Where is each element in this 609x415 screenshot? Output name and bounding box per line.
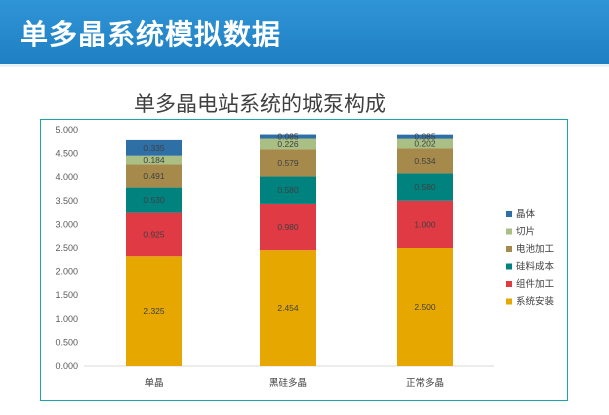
x-category-label: 单晶 xyxy=(144,377,163,389)
data-label: 0.579 xyxy=(277,158,299,168)
bar-segment xyxy=(260,149,316,177)
bar-segment xyxy=(126,139,182,156)
data-label: 0.580 xyxy=(277,185,299,195)
bar-segment xyxy=(126,212,182,257)
bar-segment xyxy=(126,164,182,188)
data-label: 1.000 xyxy=(414,219,436,229)
bar-segment xyxy=(260,134,316,139)
legend-swatch xyxy=(506,228,512,235)
bar-segment xyxy=(260,250,316,366)
data-label: 0.202 xyxy=(414,138,436,148)
bar-segment xyxy=(126,187,182,213)
legend-entry: 电池加工 xyxy=(516,243,555,255)
data-label: 0.226 xyxy=(277,139,299,149)
data-label: 0.491 xyxy=(143,171,165,181)
bar-segment xyxy=(397,248,453,366)
data-label: 2.454 xyxy=(277,303,299,313)
header-divider xyxy=(0,64,609,67)
bar-segment xyxy=(397,173,453,201)
y-tick-label: 4.000 xyxy=(55,172,78,182)
data-label: 0.184 xyxy=(143,155,165,165)
bar-segment xyxy=(260,203,316,251)
y-tick-label: 1.500 xyxy=(55,290,78,300)
legend-swatch xyxy=(506,281,512,287)
y-tick-label: 4.500 xyxy=(55,149,78,159)
y-tick-label: 0.500 xyxy=(55,337,78,347)
legend-entry: 硅料成本 xyxy=(516,261,555,273)
y-tick-label: 2.000 xyxy=(55,267,78,277)
data-label: 0.085 xyxy=(277,132,299,142)
legend-swatch xyxy=(506,246,512,252)
bar-segment xyxy=(397,138,453,149)
legend-entry: 晶体 xyxy=(516,208,536,220)
bar-segment xyxy=(397,200,453,248)
bar-segment xyxy=(397,148,453,174)
x-category-label: 正常多晶 xyxy=(406,377,444,389)
data-label: 2.500 xyxy=(414,302,436,312)
legend-swatch xyxy=(506,211,512,217)
y-tick-label: 2.500 xyxy=(55,243,78,253)
data-label: 0.530 xyxy=(143,195,165,205)
bar-segment xyxy=(397,134,453,139)
bar-segment xyxy=(260,176,316,204)
legend-swatch xyxy=(506,298,512,305)
legend-entry: 系统安装 xyxy=(516,296,555,308)
data-label: 0.980 xyxy=(277,222,299,232)
y-tick-label: 3.000 xyxy=(55,219,78,229)
legend-entry: 切片 xyxy=(516,226,535,238)
x-category-label: 黑硅多晶 xyxy=(269,377,307,389)
data-label: 2.325 xyxy=(143,306,165,316)
y-tick-label: 3.500 xyxy=(55,196,78,206)
y-tick-label: 1.000 xyxy=(55,314,78,324)
y-tick-label: 5.000 xyxy=(55,125,78,135)
slide-title: 单多晶系统模拟数据 xyxy=(20,18,282,51)
bar-segment xyxy=(260,138,316,150)
slide-header: 单多晶系统模拟数据 xyxy=(0,0,609,64)
legend-swatch xyxy=(506,263,512,270)
chart-title: 单多晶电站系统的城泵构成 xyxy=(134,92,386,116)
legend-entry: 组件加工 xyxy=(516,278,555,290)
data-label: 0.335 xyxy=(143,143,165,153)
bar-segment xyxy=(126,256,182,366)
y-tick-label: 0.000 xyxy=(55,361,78,371)
data-label: 0.534 xyxy=(414,156,436,166)
data-label: 0.925 xyxy=(143,229,165,239)
data-label: 0.580 xyxy=(414,182,436,192)
bar-segment xyxy=(126,155,182,165)
data-label: 0.085 xyxy=(414,132,436,142)
